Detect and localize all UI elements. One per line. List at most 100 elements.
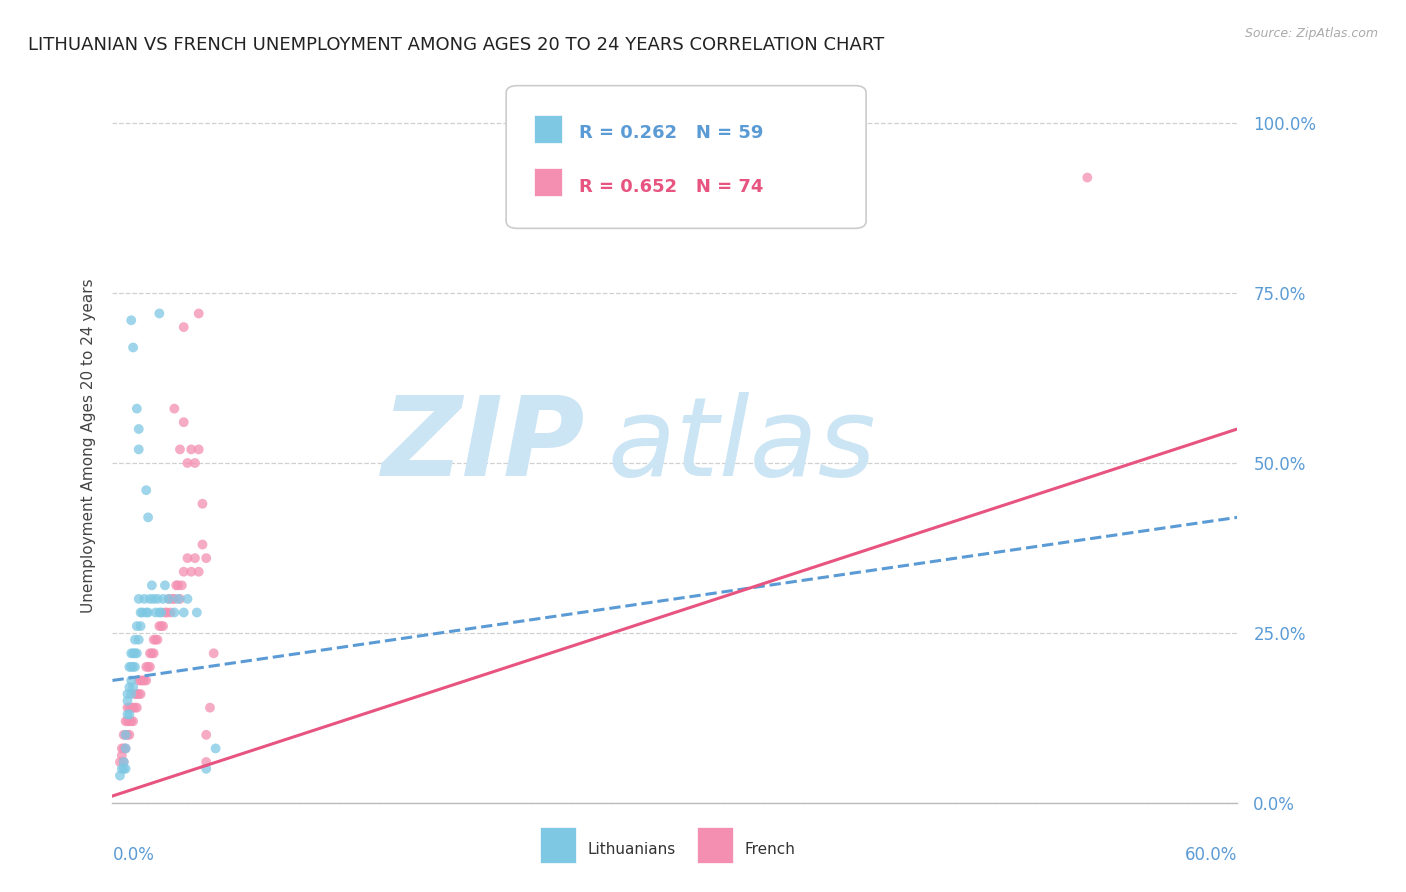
Point	[129, 619, 152, 633]
Text: R = 0.652   N = 74: R = 0.652 N = 74	[579, 178, 763, 196]
Point	[114, 741, 136, 756]
Point	[173, 415, 195, 429]
Point	[142, 632, 165, 647]
Point	[134, 673, 156, 688]
Point	[135, 660, 157, 674]
Point	[195, 762, 218, 776]
Point	[186, 606, 208, 620]
FancyBboxPatch shape	[534, 168, 562, 196]
Point	[124, 700, 146, 714]
Point	[124, 687, 146, 701]
Point	[135, 606, 157, 620]
Point	[163, 591, 186, 606]
Point	[150, 619, 173, 633]
Point	[114, 714, 136, 729]
Point	[165, 578, 187, 592]
Point	[120, 673, 142, 688]
Point	[128, 673, 150, 688]
FancyBboxPatch shape	[534, 114, 562, 143]
Text: Lithuanians: Lithuanians	[588, 842, 675, 856]
Point	[134, 591, 156, 606]
Point	[180, 565, 202, 579]
Point	[131, 673, 153, 688]
Point	[118, 660, 141, 674]
Point	[167, 578, 190, 592]
Point	[125, 700, 148, 714]
Point	[191, 497, 214, 511]
Point	[118, 714, 141, 729]
Text: 60.0%: 60.0%	[1185, 846, 1237, 863]
Point	[124, 632, 146, 647]
Point	[148, 306, 170, 320]
Point	[1076, 170, 1098, 185]
Point	[159, 606, 181, 620]
Point	[114, 728, 136, 742]
Point	[167, 591, 190, 606]
Point	[139, 646, 162, 660]
Point	[153, 578, 176, 592]
Point	[122, 680, 145, 694]
Point	[117, 728, 139, 742]
Point	[117, 707, 139, 722]
Point	[157, 591, 180, 606]
Point	[122, 646, 145, 660]
Point	[141, 578, 163, 592]
Point	[173, 606, 195, 620]
Point	[146, 591, 169, 606]
Point	[120, 700, 142, 714]
Point	[180, 442, 202, 457]
Point	[108, 755, 131, 769]
Point	[122, 714, 145, 729]
Point	[118, 728, 141, 742]
Point	[169, 591, 191, 606]
Point	[122, 341, 145, 355]
Point	[142, 591, 165, 606]
Point	[128, 422, 150, 436]
Point	[176, 456, 198, 470]
Point	[187, 442, 209, 457]
Point	[129, 606, 152, 620]
Text: French: French	[745, 842, 796, 856]
Point	[141, 646, 163, 660]
Point	[125, 619, 148, 633]
Point	[111, 741, 134, 756]
Point	[148, 606, 170, 620]
Point	[187, 306, 209, 320]
Text: R = 0.262   N = 59: R = 0.262 N = 59	[579, 125, 763, 143]
Point	[139, 660, 162, 674]
Point	[176, 551, 198, 566]
Point	[114, 728, 136, 742]
Point	[142, 646, 165, 660]
Point	[128, 632, 150, 647]
Point	[112, 755, 135, 769]
Point	[169, 442, 191, 457]
Point	[120, 714, 142, 729]
Point	[122, 660, 145, 674]
Point	[156, 606, 179, 620]
Point	[117, 714, 139, 729]
Point	[153, 606, 176, 620]
Point	[170, 578, 193, 592]
Point	[136, 606, 159, 620]
Point	[124, 646, 146, 660]
Point	[128, 591, 150, 606]
Point	[187, 565, 209, 579]
Point	[111, 748, 134, 763]
Point	[163, 606, 186, 620]
Point	[128, 442, 150, 457]
Point	[163, 401, 186, 416]
Point	[111, 762, 134, 776]
Point	[152, 591, 174, 606]
Point	[114, 741, 136, 756]
Point	[195, 728, 218, 742]
Point	[125, 687, 148, 701]
Point	[157, 591, 180, 606]
Point	[139, 591, 162, 606]
Y-axis label: Unemployment Among Ages 20 to 24 years: Unemployment Among Ages 20 to 24 years	[80, 278, 96, 614]
Point	[135, 673, 157, 688]
Point	[162, 591, 184, 606]
Point	[112, 762, 135, 776]
Point	[136, 660, 159, 674]
Point	[184, 551, 207, 566]
Point	[136, 510, 159, 524]
